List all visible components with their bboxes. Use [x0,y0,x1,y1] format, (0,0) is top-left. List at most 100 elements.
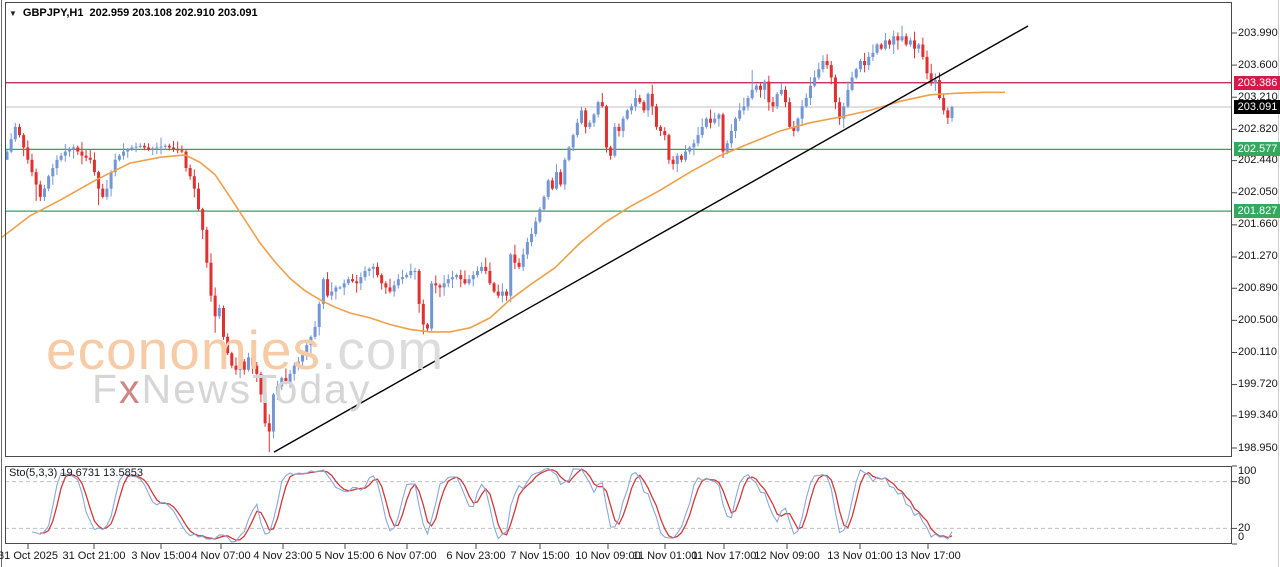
candle-bear [196,188,200,210]
candle-bull [72,147,76,150]
candle-bear [267,423,271,432]
candle-bull [534,221,538,234]
stochastic-frame [5,466,1232,544]
candle-bear [679,155,683,160]
time-tick-label: 12 Nov 09:00 [754,550,820,562]
candle-bear [609,147,613,156]
stochastic-main-line [31,467,953,543]
candle-bear [863,60,867,66]
candle-bull [117,155,121,160]
time-tick-label: 4 Nov 23:00 [253,550,313,562]
candle-bull [330,291,334,296]
candle-bull [317,303,321,327]
candle-bear [642,102,646,111]
candle-bull [842,106,846,119]
candle-bear [226,336,230,354]
candle-bull [592,114,596,123]
candle-bull [729,130,733,144]
candle-bull [396,279,400,286]
symbol-dropdown-icon[interactable]: ▼ [9,8,17,18]
candle-bull [646,93,650,111]
candle-bull [713,118,717,123]
candle-bear [721,114,725,152]
candle-bull [155,147,159,149]
candle-bear [88,157,92,160]
candle-bear [76,147,80,152]
candle-bull [409,270,413,276]
candle-bear [438,285,442,288]
candle-bull [151,148,155,150]
candle-bull [579,110,583,123]
candle-bear [650,93,654,107]
candle-bull [467,279,471,284]
candle-bull [346,279,350,284]
candle-bull [538,209,542,222]
candle-bear [492,283,496,292]
stochastic-panel[interactable] [5,466,1232,544]
candle-bull [405,275,409,278]
candle-bear [38,184,42,197]
candle-bear [663,130,667,136]
moving-average-line[interactable] [1,91,1005,333]
candle-bull [113,159,117,173]
time-tick-label: 31 Oct 2025 [0,550,58,562]
candle-bear [921,44,925,57]
candle-bull [700,126,704,136]
candle-bear [584,110,588,127]
trend-line[interactable] [273,25,1029,453]
candle-bull [363,270,367,278]
candle-bear [92,159,96,173]
time-axis[interactable] [5,545,1232,567]
candle-bear [833,77,837,103]
candle-bull [563,159,567,185]
candle-bear [513,254,517,263]
candle-bear [22,135,26,148]
candle-bear [654,106,658,127]
main-chart-frame [5,2,1232,457]
candle-bull [704,118,708,127]
time-tick-label: 10 Nov 09:00 [575,550,641,562]
candle-bear [259,373,263,395]
candle-bear [251,357,255,366]
candle-bear [201,209,205,230]
candle-bull [296,361,300,366]
candle-bear [942,98,946,111]
candle-bull [525,242,529,255]
price-tick-label: 201.270 [1238,250,1278,263]
candle-bull [530,233,534,243]
price-tick-label: 202.050 [1238,186,1278,199]
candle-bull [804,98,808,107]
candle-bear [255,365,259,374]
candle-bull [446,279,450,284]
price-tick-label: 200.110 [1238,345,1277,358]
time-tick-label: 13 Nov 01:00 [827,550,893,562]
candle-bull [51,168,55,177]
price-tick-label: 202.820 [1238,122,1278,135]
candle-bull [67,149,71,152]
price-axis[interactable] [1232,0,1280,545]
candle-bull [367,268,371,271]
watermark-fxnewstoday: FxNewsToday [92,366,371,413]
main-chart-area[interactable] [5,2,1232,457]
time-tick-label: 6 Nov 07:00 [377,550,437,562]
candle-bull [13,126,17,140]
candle-bear [888,40,892,45]
candle-bear [326,279,330,296]
candle-bear [600,102,604,107]
candle-bull [301,353,305,362]
candle-bull [750,89,754,99]
candle-bear [142,145,146,148]
candle-bull [55,159,59,169]
candle-bull [858,60,862,70]
candle-bull [871,52,875,57]
candle-bull [130,147,134,150]
candle-bull [692,143,696,148]
candle-bull [246,357,250,370]
candle-bear [388,287,392,292]
time-tick-label: 13 Nov 17:00 [895,550,961,562]
sto-level-label: 80 [1238,475,1251,488]
candle-bear [84,155,88,158]
candle-bull [950,107,954,118]
